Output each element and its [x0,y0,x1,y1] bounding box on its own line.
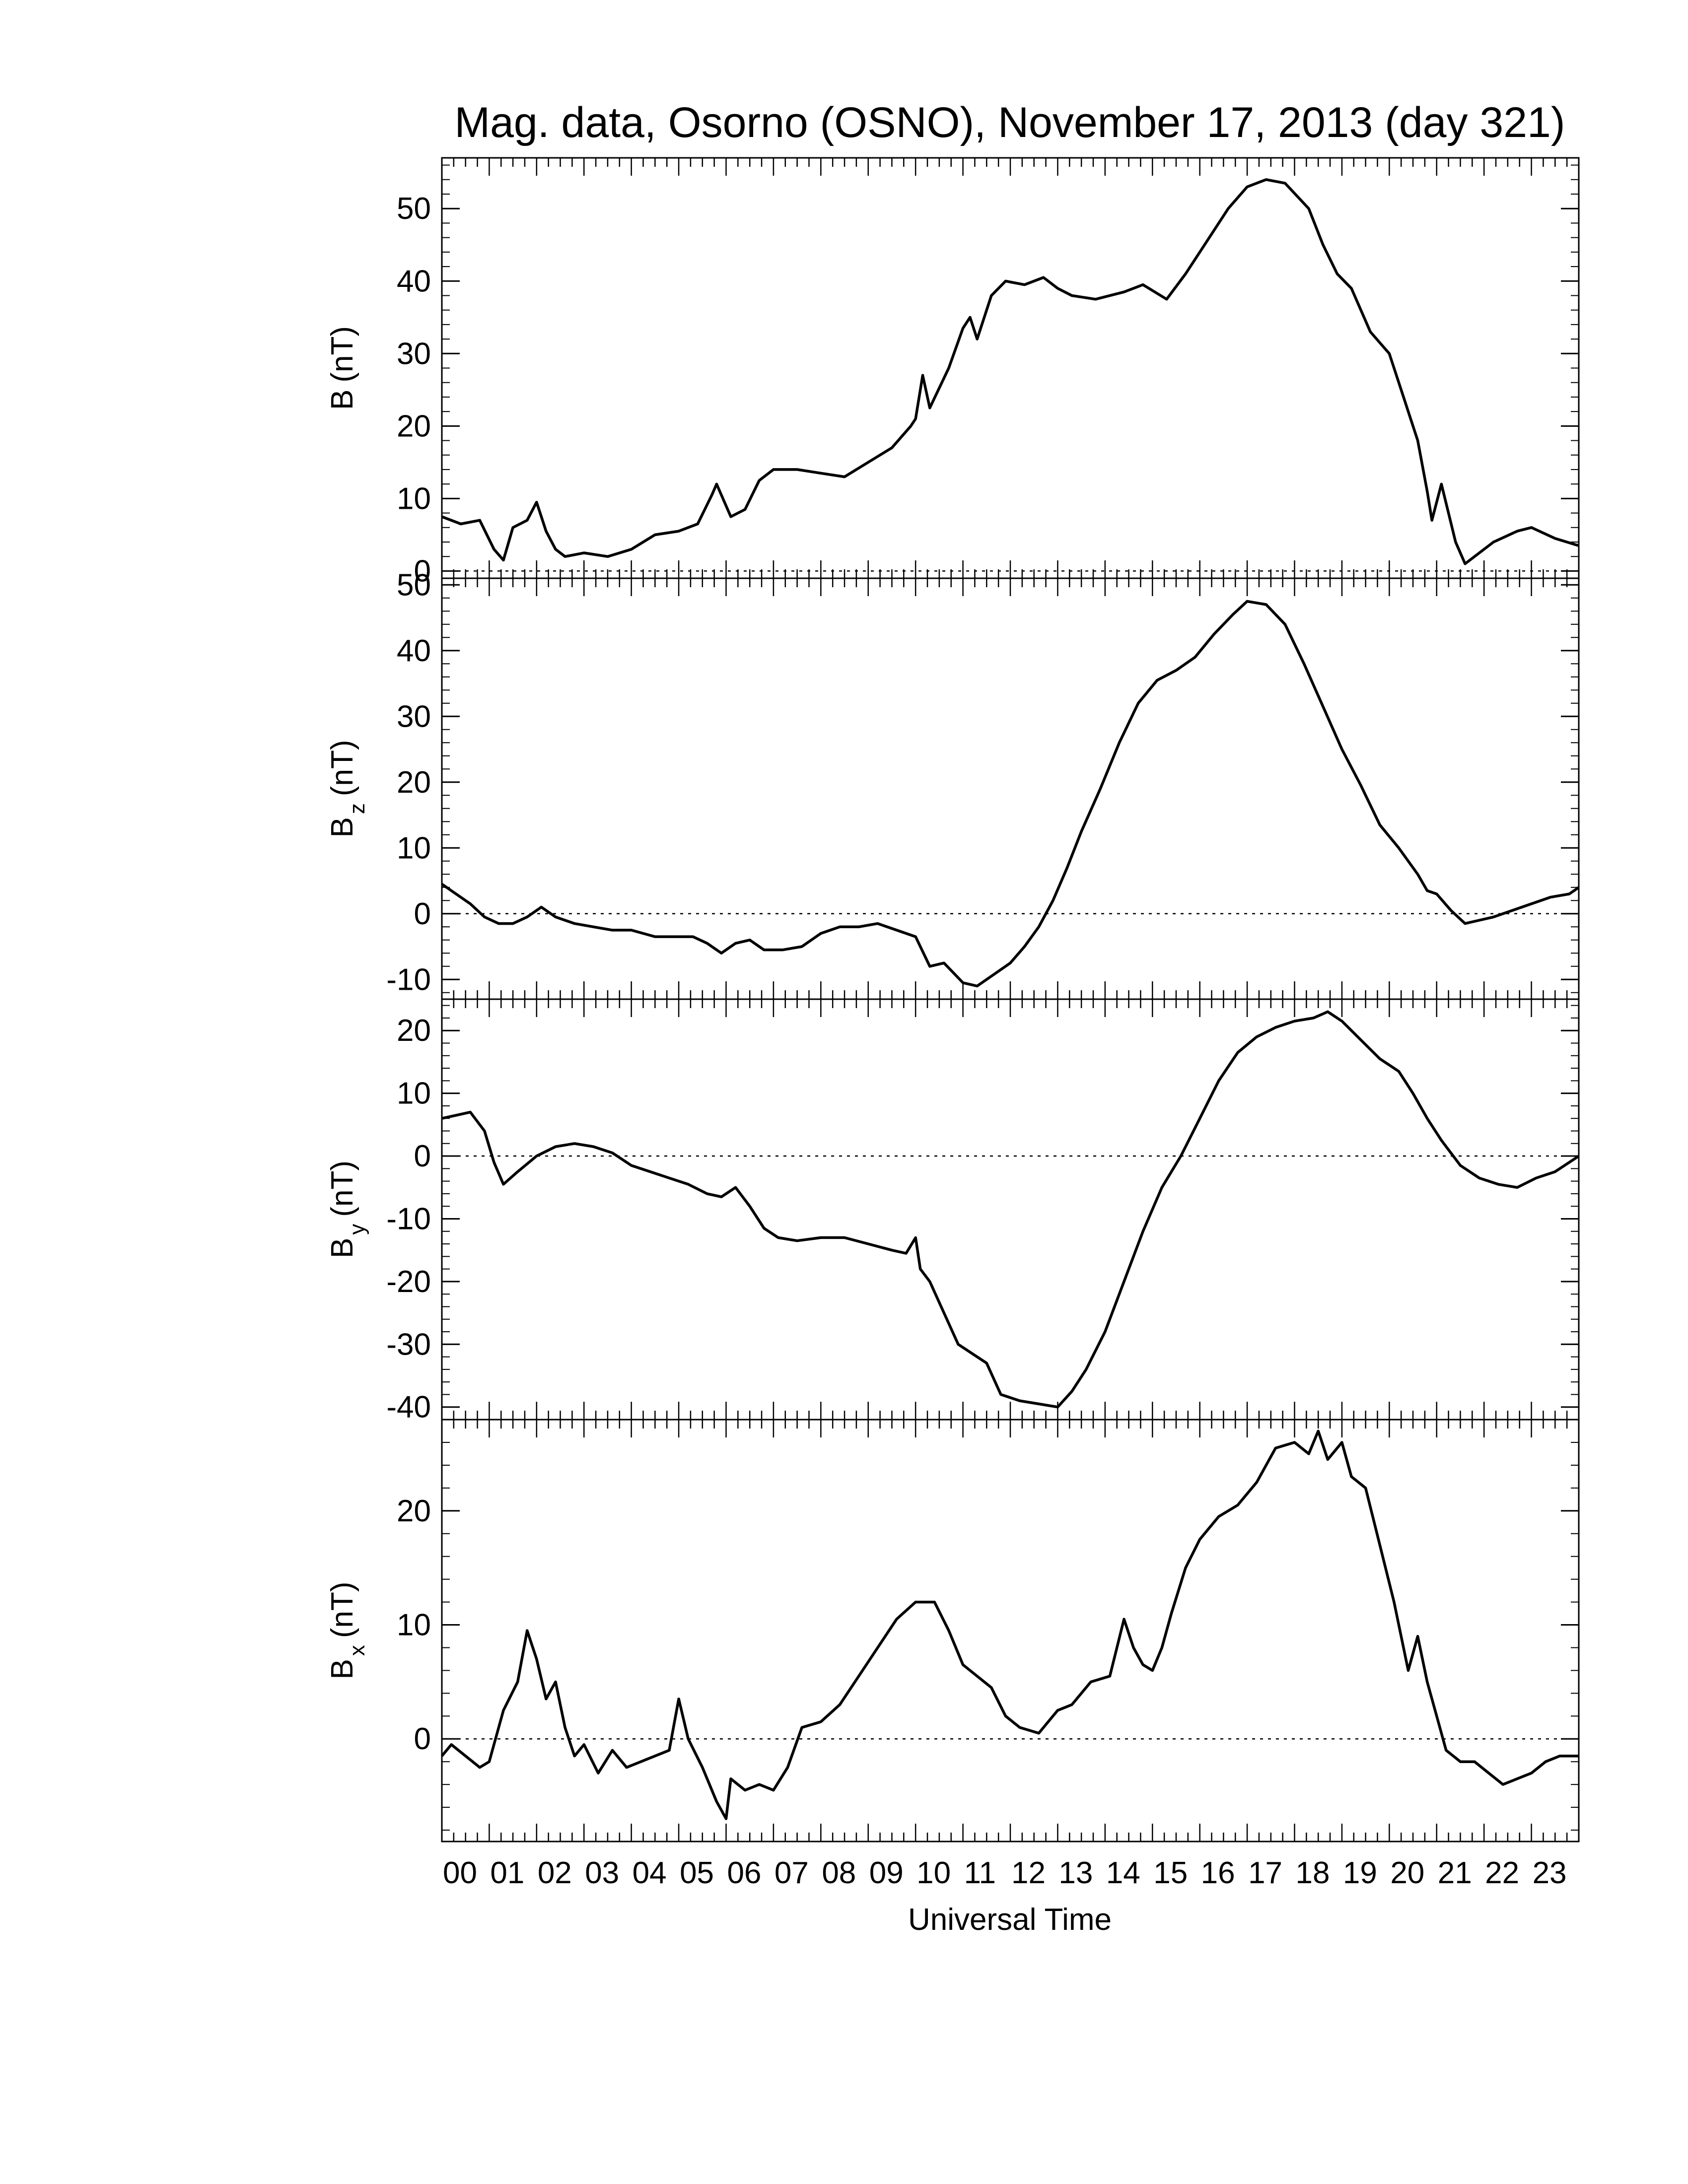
y-tick-label: -20 [386,1265,431,1299]
panel-By: -40 -30 -20 -10 0 10 20 By (nT) [325,998,1580,1425]
x-tick-label: 17 [1248,1856,1282,1890]
x-tick-label: 20 [1390,1856,1424,1890]
series-line-Bx [440,1430,1579,1820]
y-tick-label: 50 [397,568,431,602]
panel-frame-B [441,157,1580,579]
y-tick-label: 30 [397,337,431,371]
x-tick-label: 06 [727,1856,762,1890]
y-tick-label: 10 [397,831,431,865]
x-tick-label: 12 [1011,1856,1046,1890]
y-tick-label: 10 [397,1077,431,1111]
panels-group: 01020304050B(nT)-1001020304050Bz(nT)-40-… [325,157,1580,1843]
y-tick-label: 20 [397,1014,431,1048]
y-axis-label-base: B [325,1238,359,1258]
x-tick-label: 03 [585,1856,619,1890]
y-axis-label-unit: (nT) [325,326,359,383]
x-tick-labels: 00 01 02 03 04 05 06 07 08 09 10 11 12 13 14 15 16 17 18 19… [443,1856,1567,1890]
y-tick-label: -10 [386,962,431,997]
panel-Bz: -10 0 10 20 30 40 50 Bz (nT) [325,568,1580,1000]
x-tick-label: 08 [822,1856,856,1890]
panel-frame-Bx [441,1419,1580,1843]
y-tick-label: 0 [414,1722,431,1756]
series-line-B [441,178,1579,565]
x-tick-label: 13 [1058,1856,1093,1890]
y-tick-label: 10 [397,481,431,516]
y-tick-label: 30 [397,699,431,734]
y-axis-label-subscript: x [345,1645,369,1656]
x-tick-label: 19 [1343,1856,1377,1890]
x-tick-label: 05 [680,1856,714,1890]
x-tick-label: 21 [1438,1856,1472,1890]
y-axis-label-unit: (nT) [325,740,359,796]
x-tick-label: 04 [633,1856,667,1890]
y-tick-label: -30 [386,1327,431,1362]
series-line-Bz [441,600,1580,988]
x-tick-label: 00 [443,1856,477,1890]
x-tick-label: 11 [964,1856,996,1890]
y-axis-label-base: B [325,390,359,410]
y-axis-label-By: By (nT) [325,1160,369,1258]
chart-title: Mag. data, Osorno (OSNO), November 17, 2… [454,99,1565,146]
panel-B: 0 10 20 30 40 50 B (nT) [325,157,1580,588]
y-axis-label-unit: (nT) [325,1160,359,1217]
panel-frame-Bz [441,577,1580,1000]
y-tick-label: 20 [397,409,431,443]
y-tick-label: 40 [397,634,431,668]
y-axis-label-subscript: y [345,1224,369,1235]
y-tick-label: -10 [386,1202,431,1236]
y-axis-label-Bz: Bz (nT) [325,740,369,837]
x-tick-label: 15 [1153,1856,1188,1890]
x-tick-label: 10 [916,1856,951,1890]
y-axis-label-B: B (nT) [325,326,359,410]
y-tick-label: 40 [397,264,431,298]
x-tick-label: 09 [869,1856,904,1890]
panel-Bx: 0 10 20 Bx (nT) [325,1419,1580,1843]
y-tick-label: 50 [397,192,431,226]
y-axis-label-unit: (nT) [325,1581,359,1638]
x-tick-label: 22 [1485,1856,1519,1890]
series-line-By [441,1010,1580,1409]
y-tick-label: 0 [414,897,431,931]
y-axis-label-subscript: z [345,803,369,814]
x-tick-label: 23 [1533,1856,1567,1890]
y-tick-label: 10 [397,1608,431,1642]
x-axis-label: Universal Time [908,1903,1112,1937]
x-tick-label: 14 [1106,1856,1140,1890]
y-axis-label-Bx: Bx (nT) [325,1581,369,1679]
y-tick-label: 20 [397,765,431,800]
x-tick-label: 07 [774,1856,809,1890]
y-tick-label: 20 [397,1494,431,1528]
x-tick-label: 02 [538,1856,572,1890]
x-tick-label: 01 [490,1856,524,1890]
y-tick-label: -40 [386,1390,431,1425]
y-tick-label: 0 [414,554,431,588]
panel-frame-By [441,998,1580,1421]
y-tick-label: 0 [414,1139,431,1173]
x-tick-label: 16 [1201,1856,1235,1890]
y-axis-label-base: B [325,817,359,837]
y-axis-label-base: B [325,1659,359,1679]
x-tick-label: 18 [1296,1856,1330,1890]
